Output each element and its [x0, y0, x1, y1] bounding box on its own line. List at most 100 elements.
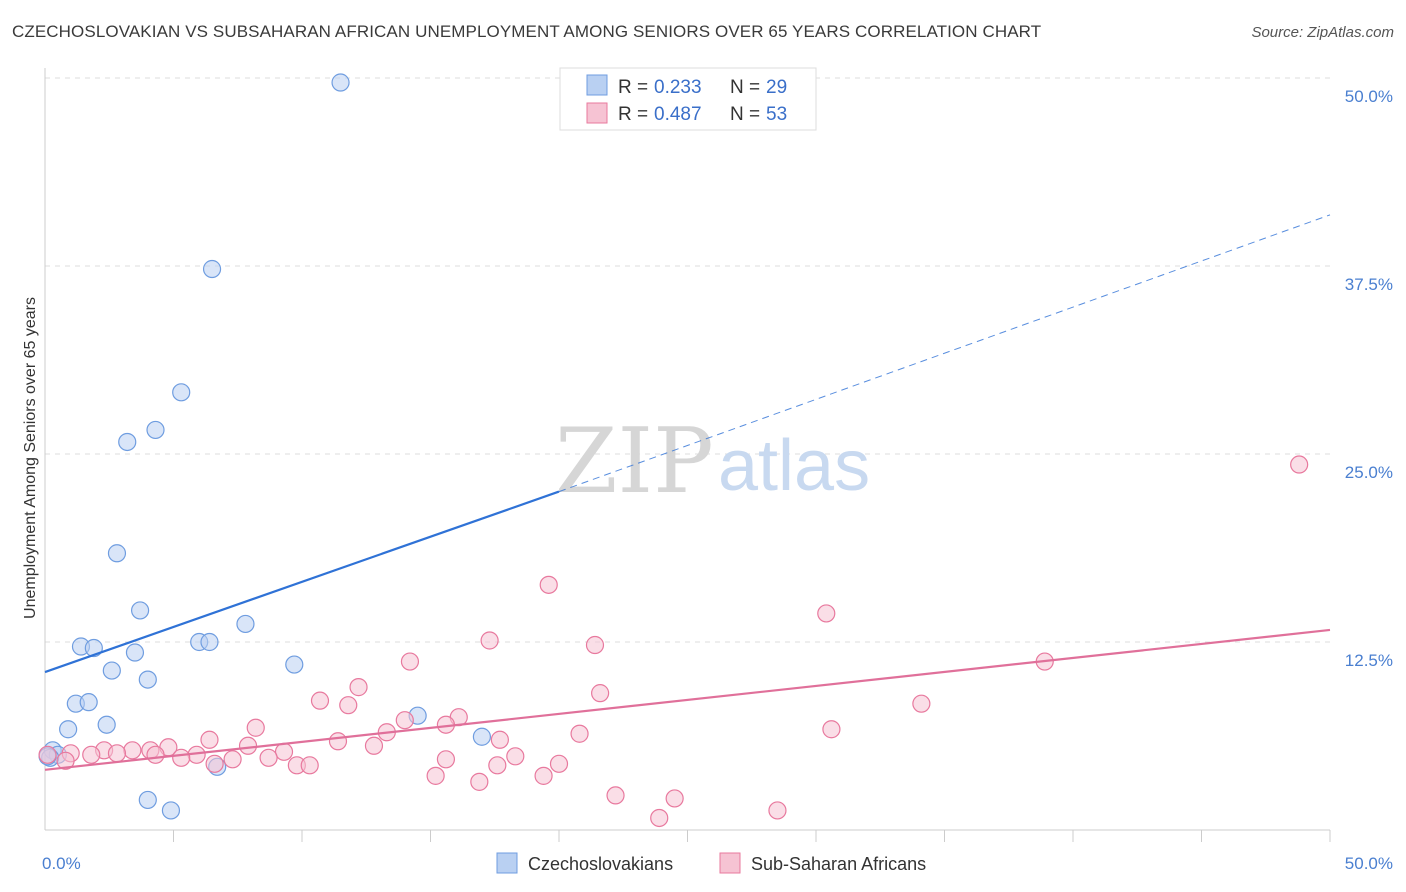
data-point-sub-saharan	[912, 694, 931, 713]
data-point-sub-saharan	[426, 766, 445, 785]
chart-title: CZECHOSLOVAKIAN VS SUBSAHARAN AFRICAN UN…	[12, 22, 1042, 41]
data-point-sub-saharan	[470, 772, 489, 791]
y-tick-label: 12.5%	[1345, 651, 1393, 670]
y-tick-label: 50.0%	[1345, 87, 1393, 106]
data-point-sub-saharan	[123, 741, 142, 760]
legend-n-label-1: N =	[730, 77, 760, 98]
x-tick-labels: 0.0% 50.0%	[42, 854, 1393, 873]
data-point-sub-saharan	[310, 691, 330, 710]
data-point-sub-saharan	[768, 801, 787, 820]
data-point-sub-saharan	[274, 742, 294, 761]
data-point-sub-saharan	[436, 750, 456, 769]
data-point-czechoslovakians	[146, 420, 165, 440]
data-point-sub-saharan	[246, 718, 265, 737]
data-point-sub-saharan	[349, 678, 368, 697]
data-point-czechoslovakians	[59, 720, 78, 739]
data-point-sub-saharan	[56, 751, 75, 770]
data-point-sub-saharan	[570, 724, 589, 743]
y-tick-label: 37.5%	[1345, 275, 1393, 294]
data-point-sub-saharan	[395, 711, 414, 730]
y-tick-labels: 12.5% 25.0% 37.5% 50.0%	[1345, 87, 1393, 670]
data-point-czechoslovakians	[472, 727, 491, 746]
data-points	[38, 73, 1309, 828]
data-point-sub-saharan	[205, 754, 224, 773]
data-point-czechoslovakians	[331, 73, 350, 92]
data-point-czechoslovakians	[79, 693, 98, 712]
data-point-sub-saharan	[223, 750, 242, 769]
data-point-sub-saharan	[238, 736, 258, 755]
source-label: Source: ZipAtlas.com	[1251, 24, 1394, 41]
data-point-sub-saharan	[539, 575, 558, 594]
data-point-sub-saharan	[534, 766, 553, 785]
data-point-sub-saharan	[339, 696, 358, 715]
y-tick-label: 25.0%	[1345, 463, 1393, 482]
data-point-sub-saharan	[591, 684, 610, 703]
legend-n-label-2: N =	[730, 104, 760, 125]
trend-line-sub-saharan	[44, 628, 1331, 771]
data-point-czechoslovakians	[138, 790, 157, 810]
data-point-sub-saharan	[328, 732, 348, 751]
watermark: ZIP atlas	[555, 409, 870, 514]
trend-line-czechoslovakians	[44, 490, 560, 674]
data-point-sub-saharan	[400, 652, 420, 671]
trend-line-czechoslovakians-extension	[558, 214, 1331, 493]
legend-n-value-1: 29	[766, 77, 787, 98]
data-point-sub-saharan	[549, 754, 569, 773]
data-point-sub-saharan	[1290, 455, 1309, 474]
data-point-czechoslovakians	[107, 544, 127, 563]
watermark-atlas: atlas	[718, 426, 870, 506]
data-point-sub-saharan	[38, 745, 57, 764]
data-point-sub-saharan	[480, 631, 499, 650]
data-point-sub-saharan	[300, 756, 319, 775]
axes	[44, 68, 1331, 842]
data-point-sub-saharan	[665, 789, 684, 808]
data-point-sub-saharan	[259, 748, 278, 767]
legend-swatch-pink	[586, 102, 608, 124]
data-point-czechoslovakians	[84, 638, 103, 658]
legend-r-value-2: 0.487	[654, 104, 702, 125]
bottom-legend-label-czechoslovakians: Czechoslovakians	[528, 854, 673, 874]
data-point-sub-saharan	[506, 747, 525, 766]
x-tick-label-start: 0.0%	[42, 854, 81, 873]
data-point-czechoslovakians	[130, 601, 150, 620]
data-point-sub-saharan	[107, 744, 127, 763]
data-point-sub-saharan	[488, 756, 507, 775]
legend-swatch-blue	[586, 74, 608, 96]
legend-r-label-2: R =	[618, 104, 648, 125]
data-point-sub-saharan	[817, 604, 836, 623]
data-point-czechoslovakians	[102, 661, 121, 680]
data-point-czechoslovakians	[138, 670, 157, 689]
bottom-legend: Czechoslovakians Sub-Saharan Africans	[496, 852, 926, 874]
legend-r-value-1: 0.233	[654, 77, 702, 98]
data-point-czechoslovakians	[236, 614, 255, 634]
bottom-legend-label-sub-saharan-africans: Sub-Saharan Africans	[751, 854, 926, 874]
data-point-sub-saharan	[146, 745, 165, 764]
data-point-sub-saharan	[606, 786, 625, 805]
data-point-czechoslovakians	[285, 655, 304, 674]
data-point-sub-saharan	[822, 720, 841, 739]
grid-lines	[45, 77, 1330, 643]
bottom-legend-swatch-pink	[719, 852, 741, 874]
data-point-sub-saharan	[82, 745, 101, 764]
trend-lines	[44, 214, 1331, 771]
legend-n-value-2: 53	[766, 104, 787, 125]
data-point-czechoslovakians	[97, 715, 116, 734]
data-point-sub-saharan	[200, 730, 219, 749]
data-point-czechoslovakians	[118, 432, 137, 452]
data-point-sub-saharan	[490, 730, 509, 749]
legend-r-label-1: R =	[618, 77, 648, 98]
bottom-legend-swatch-blue	[496, 852, 518, 874]
data-point-sub-saharan	[172, 748, 191, 767]
data-point-czechoslovakians	[172, 383, 191, 402]
data-point-czechoslovakians	[202, 259, 222, 279]
data-point-sub-saharan	[585, 635, 605, 655]
data-point-czechoslovakians	[161, 801, 181, 820]
data-point-czechoslovakians	[200, 632, 219, 652]
top-legend: R = 0.233 N = 29 R = 0.487 N = 53	[559, 67, 817, 131]
y-axis-title: Unemployment Among Seniors over 65 years	[22, 297, 39, 619]
data-point-sub-saharan	[650, 808, 669, 828]
watermark-zip: ZIP	[555, 409, 714, 514]
x-tick-label-end: 50.0%	[1345, 854, 1393, 873]
data-point-czechoslovakians	[125, 643, 145, 662]
